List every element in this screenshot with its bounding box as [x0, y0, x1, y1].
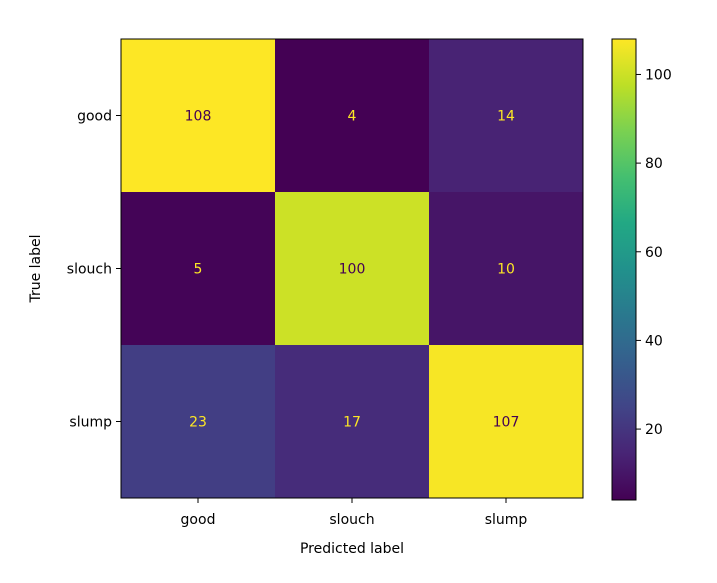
matrix-cell: [429, 192, 583, 345]
x-tick-label: slouch: [329, 512, 374, 528]
cell-value-label: 23: [189, 415, 207, 431]
y-tick-label: slouch: [67, 262, 112, 278]
matrix-cell: [121, 192, 275, 345]
colorbar-frame: [611, 38, 637, 501]
colorbar-tick-label: 80: [645, 156, 663, 172]
matrix-cell: [121, 39, 275, 192]
cell-value-label: 108: [185, 109, 212, 125]
x-axis-label: Predicted label: [300, 541, 404, 557]
matrix-cell: [275, 345, 429, 498]
matrix-cell: [121, 345, 275, 498]
matrix-cells: [121, 39, 583, 498]
y-axis: good slouch slump: [67, 109, 121, 431]
y-tick-label: good: [77, 109, 112, 125]
colorbar-gradient: [612, 39, 636, 500]
cell-value-label: 4: [348, 109, 357, 125]
colorbar-tick-label: 40: [645, 333, 663, 349]
matrix-cell-labels: 108 4 14 5 100 10 23 17 107: [185, 109, 520, 431]
cell-value-label: 14: [497, 109, 515, 125]
y-tick-label: slump: [69, 415, 112, 431]
cell-value-label: 5: [194, 262, 203, 278]
x-tick-label: slump: [485, 512, 528, 528]
cell-value-label: 107: [493, 415, 520, 431]
colorbar-ticks: 20 40 60 80 100: [636, 67, 672, 438]
x-axis: good slouch slump: [181, 498, 528, 528]
cell-value-label: 17: [343, 415, 361, 431]
colorbar-tick-label: 100: [645, 67, 672, 83]
matrix-cell: [275, 39, 429, 192]
cell-value-label: 10: [497, 262, 515, 278]
colorbar: 20 40 60 80 100: [611, 38, 672, 501]
matrix-cell: [429, 39, 583, 192]
colorbar-tick-label: 60: [645, 245, 663, 261]
x-tick-label: good: [181, 512, 216, 528]
matrix-cell: [275, 192, 429, 345]
colorbar-tick-label: 20: [645, 422, 663, 438]
cell-value-label: 100: [339, 262, 366, 278]
matrix-cell: [429, 345, 583, 498]
y-axis-label: True label: [28, 234, 44, 303]
